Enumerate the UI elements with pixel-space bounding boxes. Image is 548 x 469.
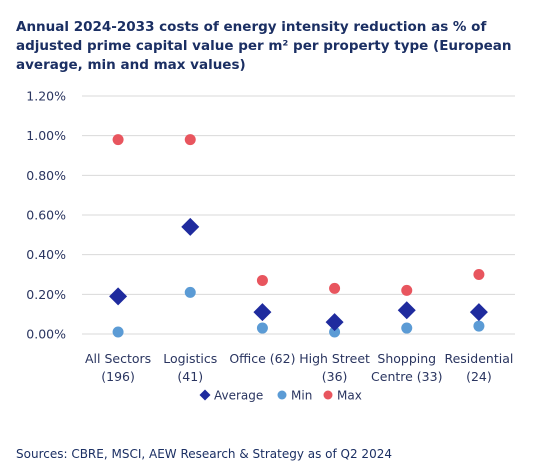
x-category-label: Shopping — [377, 351, 436, 366]
chart-title: Annual 2024-2033 costs of energy intensi… — [16, 19, 512, 73]
x-category-label: (36) — [322, 369, 348, 384]
x-category-label: Office (62) — [229, 351, 295, 366]
max-marker — [184, 134, 196, 146]
max-marker — [473, 269, 485, 280]
y-tick-label: 0.40% — [26, 247, 66, 262]
y-tick-label: 0.80% — [26, 168, 66, 183]
source-note: Sources: CBRE, MSCI, AEW Research & Stra… — [16, 447, 392, 461]
y-tick-label: 0.60% — [26, 208, 66, 223]
legend-label: Average — [214, 389, 263, 403]
legend-average-marker — [199, 389, 211, 401]
average-marker — [109, 287, 128, 306]
x-category-label: Logistics — [163, 351, 217, 366]
legend-max-marker — [323, 390, 333, 400]
max-marker — [112, 134, 124, 146]
average-marker — [253, 303, 272, 322]
min-marker — [401, 322, 413, 334]
y-tick-label: 1.20% — [26, 89, 66, 104]
legend-min-marker — [277, 390, 287, 400]
average-marker — [325, 313, 344, 332]
x-category-label: (24) — [466, 369, 492, 384]
x-category-label: All Sectors — [85, 351, 151, 366]
legend-label: Max — [337, 389, 362, 403]
x-category-label: (41) — [177, 369, 203, 384]
min-marker — [329, 326, 341, 338]
max-marker — [256, 274, 268, 286]
min-marker — [184, 286, 196, 298]
average-marker — [469, 303, 488, 322]
x-category-label: Centre (33) — [371, 369, 442, 384]
x-category-label: High Street — [299, 351, 370, 366]
min-marker — [112, 326, 124, 338]
average-marker — [397, 301, 416, 320]
x-category-label: (196) — [101, 369, 135, 384]
average-marker — [181, 217, 200, 236]
max-marker — [401, 284, 413, 296]
min-marker — [473, 320, 485, 332]
legend-label: Min — [291, 389, 312, 403]
x-category-label: Residential — [444, 351, 513, 366]
y-tick-label: 0.00% — [26, 327, 66, 342]
y-tick-label: 1.00% — [26, 128, 66, 143]
y-tick-label: 0.20% — [26, 287, 66, 302]
max-marker — [329, 282, 341, 294]
min-marker — [256, 322, 268, 334]
